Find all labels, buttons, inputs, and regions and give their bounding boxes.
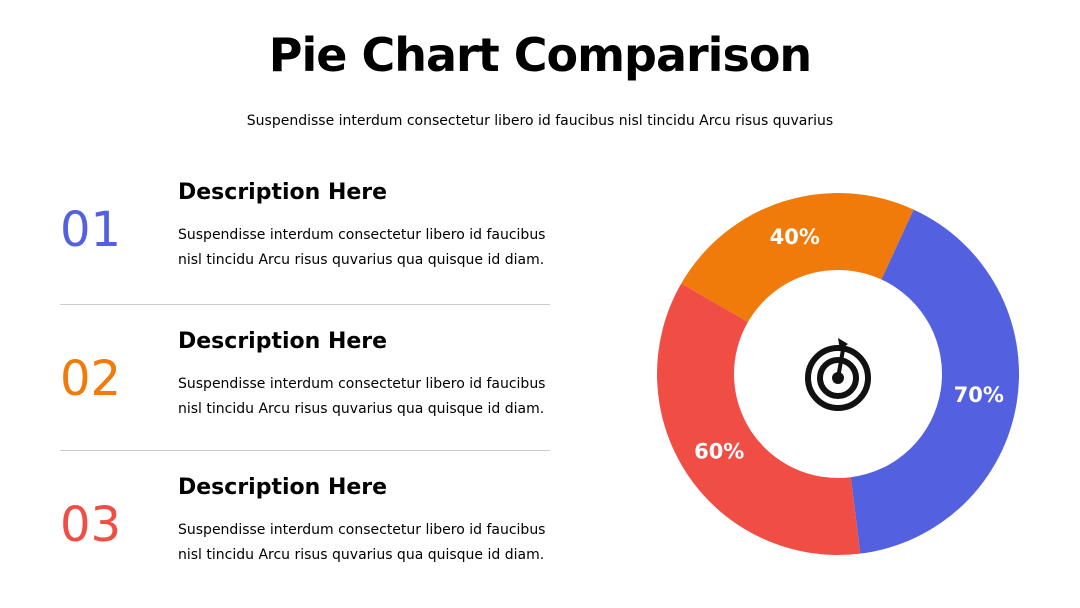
target-icon <box>805 338 871 411</box>
item-number: 01 <box>60 202 122 258</box>
subtitle: Suspendisse interdum consectetur libero … <box>246 113 834 129</box>
title: Pie Chart Comparison <box>268 28 812 82</box>
item-heading: Description Here <box>178 475 388 500</box>
donut-slice <box>850 209 1020 554</box>
value-label: 40% <box>770 225 820 249</box>
item-text: nisl tincidu Arcu risus quvarius qua qui… <box>178 252 545 268</box>
item-text: Suspendisse interdum consectetur libero … <box>178 522 546 538</box>
item-heading: Description Here <box>178 329 388 354</box>
donut-slice <box>681 193 914 322</box>
separator <box>60 450 550 451</box>
item-heading: Description Here <box>178 180 388 205</box>
separator <box>60 304 550 305</box>
item-text: Suspendisse interdum consectetur libero … <box>178 227 546 243</box>
item-number: 03 <box>60 497 122 553</box>
value-label: 60% <box>694 440 744 464</box>
item-number: 02 <box>60 351 122 407</box>
item-text: nisl tincidu Arcu risus quvarius qua qui… <box>178 547 545 563</box>
value-label: 70% <box>954 383 1004 407</box>
item-text: nisl tincidu Arcu risus quvarius qua qui… <box>178 401 545 417</box>
donut-slice <box>657 283 861 555</box>
item-text: Suspendisse interdum consectetur libero … <box>178 376 546 392</box>
